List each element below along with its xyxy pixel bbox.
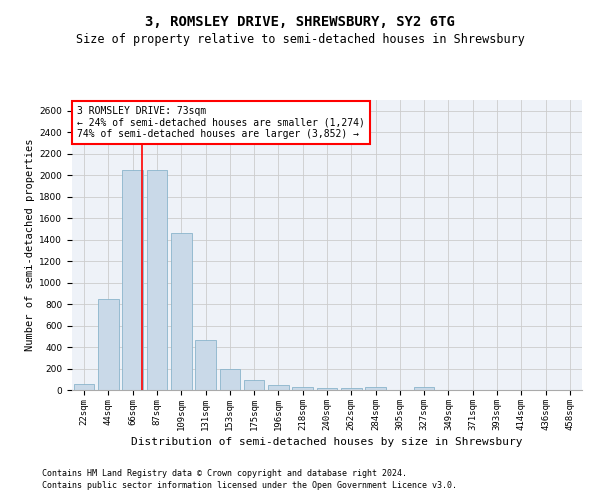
Bar — [220, 368, 240, 390]
Bar — [365, 388, 386, 390]
Text: Size of property relative to semi-detached houses in Shrewsbury: Size of property relative to semi-detach… — [76, 32, 524, 46]
Bar — [195, 340, 216, 390]
Bar — [341, 388, 362, 390]
Bar — [74, 384, 94, 390]
Bar — [317, 388, 337, 390]
Y-axis label: Number of semi-detached properties: Number of semi-detached properties — [25, 138, 35, 352]
Bar — [98, 298, 119, 390]
Bar — [292, 387, 313, 390]
Bar — [146, 170, 167, 390]
X-axis label: Distribution of semi-detached houses by size in Shrewsbury: Distribution of semi-detached houses by … — [131, 437, 523, 447]
Text: Contains public sector information licensed under the Open Government Licence v3: Contains public sector information licen… — [42, 481, 457, 490]
Text: 3 ROMSLEY DRIVE: 73sqm
← 24% of semi-detached houses are smaller (1,274)
74% of : 3 ROMSLEY DRIVE: 73sqm ← 24% of semi-det… — [77, 106, 365, 139]
Bar — [268, 385, 289, 390]
Text: Contains HM Land Registry data © Crown copyright and database right 2024.: Contains HM Land Registry data © Crown c… — [42, 468, 407, 477]
Bar — [122, 170, 143, 390]
Text: 3, ROMSLEY DRIVE, SHREWSBURY, SY2 6TG: 3, ROMSLEY DRIVE, SHREWSBURY, SY2 6TG — [145, 15, 455, 29]
Bar — [414, 388, 434, 390]
Bar — [244, 380, 265, 390]
Bar — [171, 233, 191, 390]
